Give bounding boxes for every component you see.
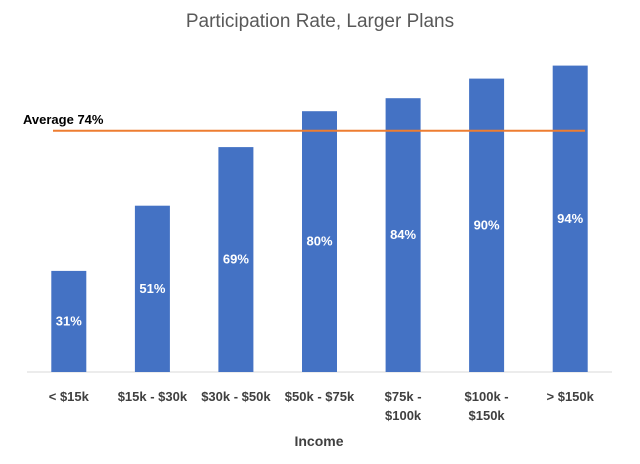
bar — [302, 111, 337, 372]
x-tick-label: > $150k — [547, 389, 595, 404]
bar — [552, 65, 588, 372]
x-tick-label-line: $15k - $30k — [118, 389, 188, 404]
data-labels-group: 31% 51% 69% 80% 84% 90% 94% — [56, 211, 584, 329]
bar-data-label: 94% — [557, 211, 583, 226]
bar — [134, 205, 170, 372]
bar — [469, 78, 505, 372]
x-tick-label-line: $100k — [385, 408, 422, 423]
bar-data-label: 69% — [223, 252, 249, 267]
x-axis-title: Income — [294, 433, 343, 449]
bar — [385, 98, 421, 372]
x-tick-label: $75k - $100k — [385, 389, 422, 423]
x-tick-label: $50k - $75k — [285, 389, 355, 404]
x-tick-labels-group: < $15k $15k - $30k $30k - $50k $50k - $75k $… — [49, 389, 595, 423]
x-tick-label: < $15k — [49, 389, 90, 404]
x-tick-label-line: < $15k — [49, 389, 90, 404]
x-tick-label-line: $30k - $50k — [201, 389, 271, 404]
average-label: Average 74% — [23, 112, 104, 127]
chart-title: Participation Rate, Larger Plans — [186, 11, 454, 32]
x-tick-label: $30k - $50k — [201, 389, 271, 404]
x-tick-label-line: $150k — [469, 408, 506, 423]
bar-data-label: 90% — [474, 217, 500, 232]
x-tick-label-line: $100k - — [465, 389, 509, 404]
x-tick-label-line: $50k - $75k — [285, 389, 355, 404]
bar — [218, 147, 254, 372]
x-tick-label-line: $75k - — [385, 389, 422, 404]
bars-group — [51, 65, 588, 372]
bar-data-label: 80% — [306, 234, 332, 249]
bar-data-label: 31% — [56, 314, 82, 329]
bar — [51, 270, 87, 372]
bar-data-label: 51% — [139, 281, 165, 296]
x-tick-label: $100k - $150k — [465, 389, 509, 423]
x-tick-label-line: > $150k — [547, 389, 595, 404]
bar-data-label: 84% — [390, 227, 416, 242]
x-tick-label: $15k - $30k — [118, 389, 188, 404]
